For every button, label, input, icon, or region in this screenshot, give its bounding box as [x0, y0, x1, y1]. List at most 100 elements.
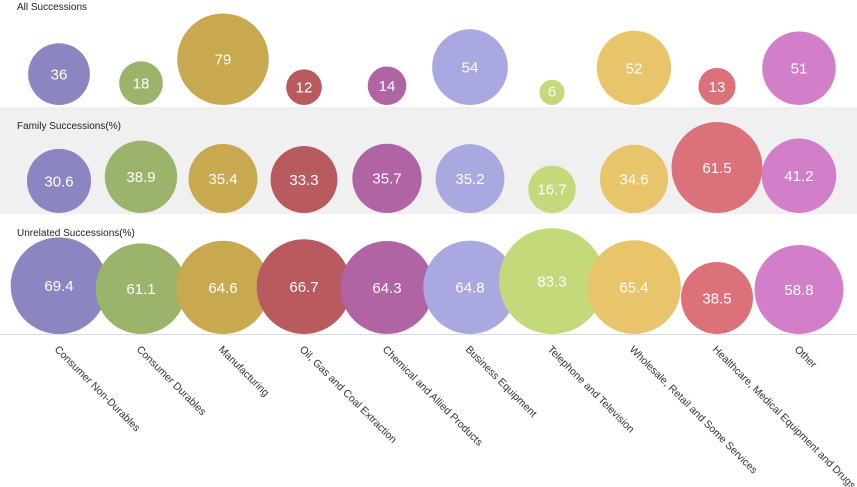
- category-label: Manufacturing: [216, 344, 272, 400]
- bubble-value-label: 35.2: [455, 171, 484, 188]
- bubble-2-8: 34.6: [599, 144, 669, 213]
- bubble-value-label: 64.6: [208, 280, 237, 297]
- bubble-3-2: 61.1: [95, 243, 187, 334]
- bubble-circle: [698, 67, 736, 105]
- bubble-2-4: 33.3: [270, 146, 338, 213]
- bubble-value-label: 41.2: [784, 168, 813, 185]
- bubble-circle: [177, 13, 269, 105]
- bubble-circle: [352, 143, 422, 213]
- category-label: Oil, Gas and Coal Extraction: [297, 344, 399, 446]
- bubble-circle: [539, 79, 565, 105]
- category-label: Business Equipment: [463, 344, 539, 420]
- bubble-3-4: 66.7: [256, 239, 352, 334]
- bubble-circle: [95, 243, 187, 334]
- bubble-value-label: 38.5: [702, 290, 731, 307]
- bubble-value-label: 14: [379, 78, 396, 95]
- bubble-value-label: 64.8: [455, 280, 484, 297]
- bubble-circle: [587, 240, 681, 334]
- bubbles: 36 18 79 12 14 54 6 52 13 51 30.6 38.9 35.4 33.3 35.7 3…: [10, 13, 844, 334]
- band-title-family: Family Successions(%): [17, 121, 121, 132]
- bubble-value-label: 66.7: [289, 279, 318, 296]
- bubble-value-label: 61.1: [126, 281, 155, 298]
- bubble-value-label: 58.8: [784, 282, 813, 299]
- bubble-value-label: 13: [709, 79, 726, 96]
- bubble-1-6: 54: [432, 29, 508, 106]
- bubble-1-2: 18: [119, 61, 163, 105]
- bubble-circle: [432, 29, 508, 106]
- category-label: Wholesale, Retail and Some Services: [627, 344, 760, 477]
- bubble-2-10: 41.2: [761, 138, 837, 213]
- bubble-circle: [270, 146, 338, 213]
- bubble-2-5: 35.7: [352, 143, 422, 213]
- bubble-circle: [599, 144, 669, 213]
- bubble-1-5: 14: [367, 66, 407, 105]
- bubble-1-4: 12: [286, 69, 322, 105]
- bubble-2-3: 35.4: [188, 143, 258, 213]
- band-title-all: All Successions: [17, 2, 87, 13]
- bubble-value-label: 61.5: [702, 160, 731, 177]
- bubble-2-1: 30.6: [26, 148, 92, 213]
- bubble-value-label: 79: [215, 52, 232, 69]
- bubble-3-6: 64.8: [423, 240, 517, 334]
- bubble-value-label: 64.3: [372, 280, 401, 297]
- bubble-value-label: 30.6: [44, 173, 73, 190]
- bubble-2-6: 35.2: [435, 144, 505, 213]
- bubble-value-label: 18: [133, 76, 150, 93]
- bubble-circle: [528, 165, 576, 213]
- bubble-1-1: 36: [28, 43, 90, 105]
- bubble-circle: [286, 69, 322, 105]
- bubble-circle: [340, 240, 434, 334]
- bubble-value-label: 51: [791, 61, 808, 78]
- category-label: Consumer Non-Durables: [52, 344, 143, 435]
- bubble-value-label: 16.7: [537, 182, 566, 199]
- bubble-circle: [435, 144, 505, 213]
- bubble-value-label: 52: [626, 60, 643, 77]
- bubble-2-9: 61.5: [671, 122, 763, 213]
- bubble-3-8: 65.4: [587, 240, 681, 334]
- bubble-circle: [671, 122, 763, 213]
- bubble-2-7: 16.7: [528, 165, 576, 213]
- bubble-value-label: 35.4: [208, 171, 237, 188]
- bubble-3-3: 64.6: [176, 240, 270, 334]
- bubble-circle: [26, 148, 92, 213]
- bubble-circle: [754, 245, 844, 334]
- bubble-circle: [188, 143, 258, 213]
- bubble-circle: [104, 140, 178, 214]
- bubble-circle: [681, 262, 753, 334]
- bubble-1-8: 52: [596, 30, 672, 105]
- bubble-2-2: 38.9: [104, 140, 178, 214]
- bubble-1-7: 6: [539, 79, 565, 105]
- bubble-value-label: 35.7: [372, 171, 401, 188]
- bubble-1-9: 13: [698, 67, 736, 105]
- bubble-value-label: 33.3: [289, 172, 318, 189]
- bubble-value-label: 65.4: [619, 279, 648, 296]
- bubble-value-label: 36: [51, 67, 68, 84]
- category-label: Telephone and Television: [545, 344, 637, 436]
- bubble-value-label: 6: [548, 84, 556, 101]
- bubble-circle: [761, 138, 837, 213]
- bubble-3-1: 69.4: [10, 237, 108, 334]
- bubble-3-7: 83.3: [499, 228, 605, 334]
- bubble-value-label: 34.6: [619, 171, 648, 188]
- band-title-unrelated: Unrelated Successions(%): [17, 228, 135, 239]
- bubble-circle: [367, 66, 407, 105]
- bubble-value-label: 12: [296, 80, 313, 97]
- bubble-1-3: 79: [177, 13, 269, 105]
- bubble-value-label: 69.4: [44, 278, 73, 295]
- bubble-value-label: 83.3: [537, 273, 566, 290]
- bubble-circle: [28, 43, 90, 105]
- category-label: Consumer Durables: [134, 344, 209, 419]
- category-label: Healthcare, Medical Equipment and Drugs: [710, 344, 857, 487]
- category-label: Other: [792, 344, 819, 371]
- bubble-value-label: 54: [462, 60, 479, 77]
- bubble-3-9: 38.5: [681, 262, 753, 334]
- bubble-circle: [256, 239, 352, 334]
- bubble-circle: [10, 237, 108, 334]
- bubble-3-5: 64.3: [340, 240, 434, 334]
- bubble-circle: [762, 31, 836, 106]
- bubble-circle: [499, 228, 605, 334]
- bubble-circle: [176, 240, 270, 334]
- bubble-1-10: 51: [762, 31, 836, 106]
- bubble-value-label: 38.9: [126, 169, 155, 186]
